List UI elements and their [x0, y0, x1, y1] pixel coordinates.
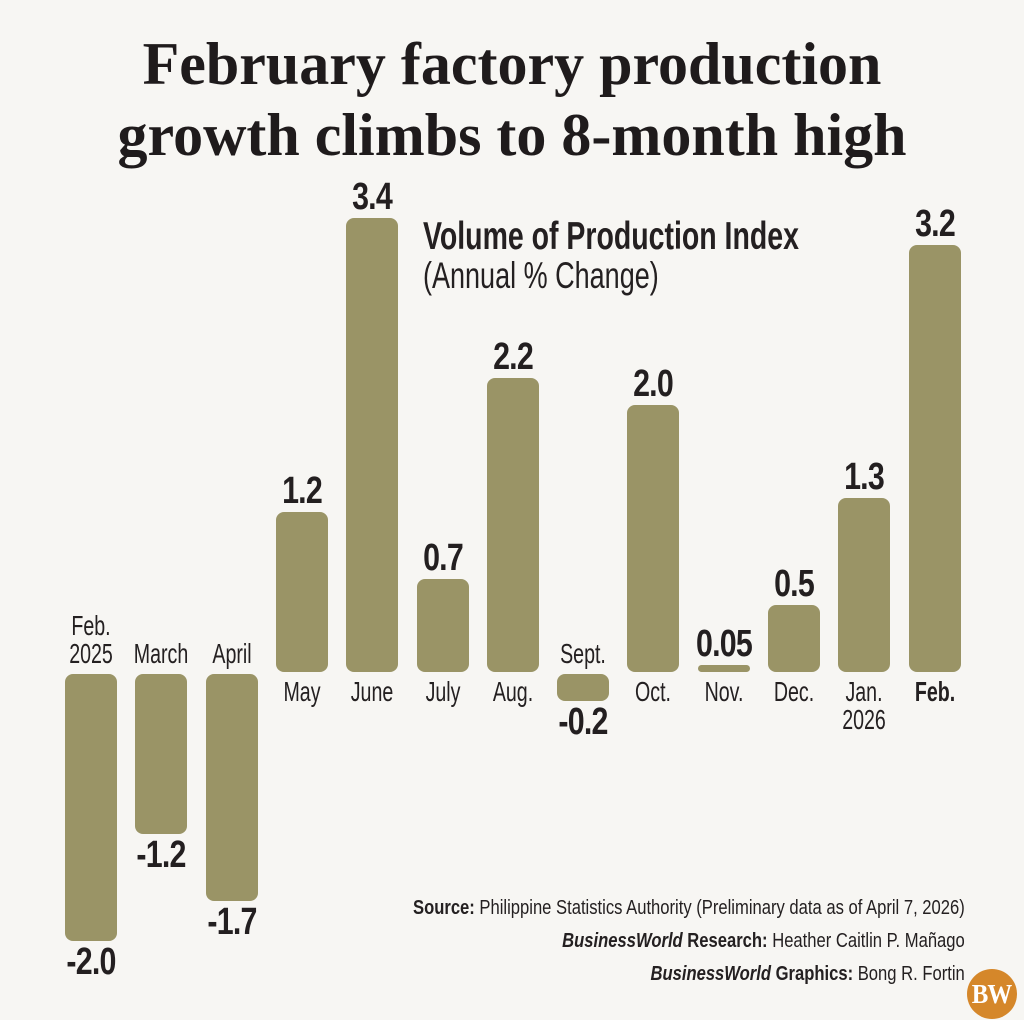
source-label: Source:: [413, 897, 476, 919]
bar-april: [205, 674, 258, 901]
bar-label-feb-2026: Feb.: [914, 676, 955, 707]
research-text: Heather Caitlin P. Mañago: [767, 930, 965, 952]
bar-label-aug: Aug.: [492, 676, 533, 707]
businessworld-logo: BW: [967, 969, 1017, 1019]
bar-sept: [557, 674, 610, 701]
bar-label-may: May: [283, 676, 321, 707]
businessworld-wordmark: BusinessWorld: [562, 930, 683, 952]
bar-value-feb-2026: 3.2: [914, 203, 956, 245]
bar-feb-2026: [908, 245, 961, 672]
bar-value-april: -1.7: [207, 901, 257, 943]
bar-jan-2026: [838, 498, 891, 672]
bar-value-dec: 0.5: [774, 563, 815, 605]
headline-line-1: February factory production: [142, 31, 882, 97]
bar-value-nov: 0.05: [695, 623, 753, 665]
bar-label-march: March: [134, 638, 189, 669]
bar-march: [135, 674, 188, 834]
bar-label-jan-2026: Jan. 2026: [842, 676, 887, 735]
bar-may: [275, 512, 328, 672]
bar-value-july: 0.7: [422, 537, 464, 579]
bar-value-feb-2025: -2.0: [66, 941, 116, 983]
chart-subtitle-block: Volume of Production Index (Annual % Cha…: [423, 217, 938, 295]
bar-nov: [697, 665, 750, 672]
bar-label-april: April: [211, 638, 252, 669]
bar-value-june: 3.4: [352, 176, 393, 218]
bar-value-jan-2026: 1.3: [844, 456, 885, 498]
graphics-line: BusinessWorld Graphics: Bong R. Fortin: [413, 958, 965, 991]
bar-value-may: 1.2: [281, 470, 323, 512]
chart-units: (Annual % Change): [423, 255, 659, 296]
research-line: BusinessWorld Research: Heather Caitlin …: [413, 925, 965, 958]
bar-dec: [768, 605, 820, 672]
chart-title: Volume of Production Index: [423, 215, 799, 258]
research-label: Research:: [682, 930, 768, 952]
bar-feb-2025: [65, 674, 117, 941]
businessworld-wordmark: BusinessWorld: [650, 963, 772, 985]
bar-value-march: -1.2: [136, 834, 187, 876]
bar-value-oct: 2.0: [633, 363, 674, 405]
bar-label-feb-2025: Feb. 2025: [69, 610, 113, 669]
headline: February factory production growth climb…: [0, 29, 1024, 171]
logo-text: BW: [972, 978, 1012, 1009]
source-line: Source: Philippine Statistics Authority …: [413, 892, 965, 925]
source-text: Philippine Statistics Authority (Prelimi…: [475, 897, 965, 919]
bar-label-july: July: [425, 676, 460, 707]
bar-july: [416, 579, 469, 672]
bar-label-oct: Oct.: [635, 676, 672, 707]
bar-label-dec: Dec.: [773, 676, 815, 707]
credits: Source: Philippine Statistics Authority …: [413, 892, 965, 991]
graphics-label: Graphics:: [771, 963, 854, 985]
graphics-text: Bong R. Fortin: [853, 963, 965, 985]
bar-label-sept: Sept.: [560, 638, 606, 669]
bar-aug: [486, 378, 539, 672]
headline-line-2: growth climbs to 8-month high: [117, 102, 907, 168]
bar-value-sept: -0.2: [558, 701, 609, 743]
bar-label-nov: Nov.: [704, 676, 744, 707]
bar-value-aug: 2.2: [492, 336, 534, 378]
bar-oct: [627, 405, 680, 672]
bar-june: [346, 218, 399, 672]
bar-label-june: June: [350, 676, 394, 707]
